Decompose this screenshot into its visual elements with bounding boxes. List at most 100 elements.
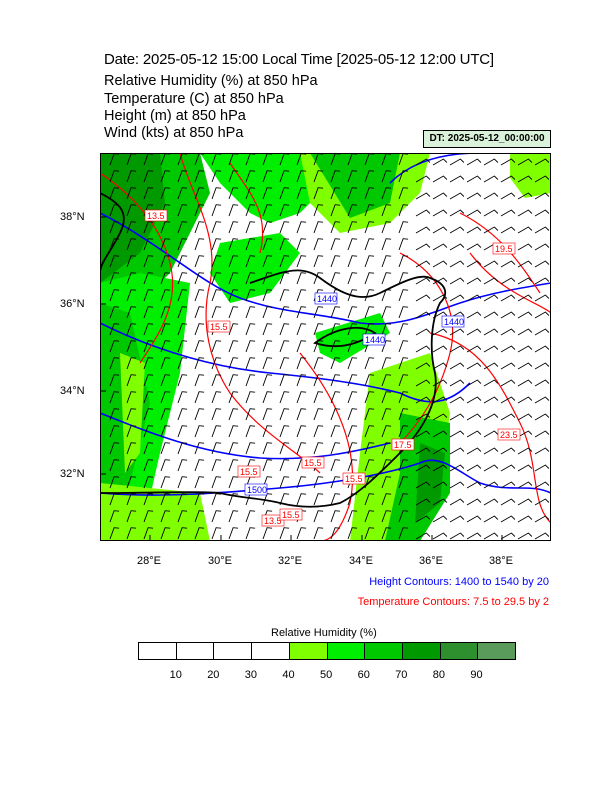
wind-barb [177, 204, 188, 217]
colorbar-swatch [252, 643, 290, 659]
colorbar-label: 40 [282, 669, 295, 681]
wind-barb [517, 430, 533, 438]
variable-line-wind: Wind (kts) at 850 hPa [104, 125, 244, 141]
wind-barb [177, 221, 188, 234]
wind-barb [534, 515, 550, 523]
wind-barb [534, 226, 550, 234]
wind-barb [500, 498, 516, 506]
wind-barb [449, 243, 465, 251]
wind-barb [466, 209, 482, 217]
wind-barb [160, 391, 171, 404]
wind-barb [449, 532, 465, 540]
wind-barb [347, 272, 358, 285]
wind-barb [143, 170, 154, 183]
wind-barb [381, 221, 392, 234]
wind-barb [381, 408, 392, 421]
map-frame [100, 153, 551, 541]
wind-barb [517, 362, 533, 370]
wind-barb [432, 226, 448, 234]
wind-barb [534, 379, 550, 387]
wind-barb [330, 255, 341, 268]
wind-barb [517, 209, 533, 217]
wind-barb [517, 226, 533, 234]
wind-barb [364, 527, 375, 540]
wind-barb [143, 289, 154, 302]
lat-tick-label: 32°N [60, 468, 85, 480]
wind-barb [432, 379, 448, 387]
temperature-label: 23.5 [497, 428, 521, 441]
wind-barb [500, 396, 516, 404]
wind-barb [466, 192, 482, 200]
wind-barb [517, 515, 533, 523]
wind-barb [517, 413, 533, 421]
wind-barb [347, 255, 358, 268]
wind-barb [126, 204, 137, 217]
temperature-label: 15.5 [279, 508, 303, 521]
wind-barb [432, 430, 448, 438]
svg-text:15.5: 15.5 [304, 458, 322, 468]
wind-barb [245, 510, 256, 523]
wind-barb [466, 294, 482, 302]
wind-barb [449, 515, 465, 523]
wind-barb [109, 204, 120, 217]
wind-barb [262, 272, 273, 285]
wind-barb [296, 306, 307, 319]
svg-text:15.5: 15.5 [282, 510, 300, 520]
wind-barb [160, 170, 171, 183]
wind-barb [194, 357, 205, 370]
wind-barb [534, 175, 550, 183]
wind-barb [483, 345, 499, 353]
wind-barb [415, 532, 431, 540]
wind-barb [160, 187, 171, 200]
wind-barb [534, 192, 550, 200]
wind-barb [415, 209, 431, 217]
wind-barb [517, 464, 533, 472]
wind-barb [296, 272, 307, 285]
wind-barb [364, 459, 375, 472]
wind-barb [313, 255, 324, 268]
wind-barb [415, 158, 431, 166]
wind-barb [330, 425, 341, 438]
wind-barb [500, 379, 516, 387]
wind-barb [483, 328, 499, 336]
wind-barb [194, 306, 205, 319]
wind-barb [245, 323, 256, 336]
svg-text:1440: 1440 [317, 294, 337, 304]
wind-barb [483, 362, 499, 370]
wind-barb [296, 221, 307, 234]
wind-barb [211, 221, 222, 234]
wind-barb [143, 323, 154, 336]
wind-barb [177, 289, 188, 302]
wind-barb [449, 447, 465, 455]
wind-barb [483, 532, 499, 540]
wind-barb [432, 464, 448, 472]
wind-barb [483, 175, 499, 183]
wind-barb [160, 425, 171, 438]
wind-barb [534, 498, 550, 506]
wind-barb [517, 345, 533, 353]
svg-text:1500: 1500 [247, 485, 267, 495]
wind-barb [262, 187, 273, 200]
wind-barb [160, 459, 171, 472]
wind-barb [160, 221, 171, 234]
wind-barb [466, 311, 482, 319]
wind-barb [109, 187, 120, 200]
wind-barb [364, 510, 375, 523]
wind-barb [177, 187, 188, 200]
wind-barb [364, 238, 375, 251]
wind-barb [449, 413, 465, 421]
wind-barb [143, 408, 154, 421]
plot-title: Date: 2025-05-12 15:00 Local Time [2025-… [104, 51, 494, 68]
wind-barb [398, 255, 409, 268]
wind-barb [245, 391, 256, 404]
wind-barb [330, 476, 341, 489]
wind-barb [296, 391, 307, 404]
wind-barb [177, 442, 188, 455]
wind-barb [381, 272, 392, 285]
map-panel: 1440 1440 1500 1440 13.5 15.5 19.5 15.5 … [100, 153, 551, 541]
wind-barb [313, 340, 324, 353]
wind-barb [347, 221, 358, 234]
wind-barb [177, 340, 188, 353]
wind-barb [296, 374, 307, 387]
wind-barb [109, 391, 120, 404]
